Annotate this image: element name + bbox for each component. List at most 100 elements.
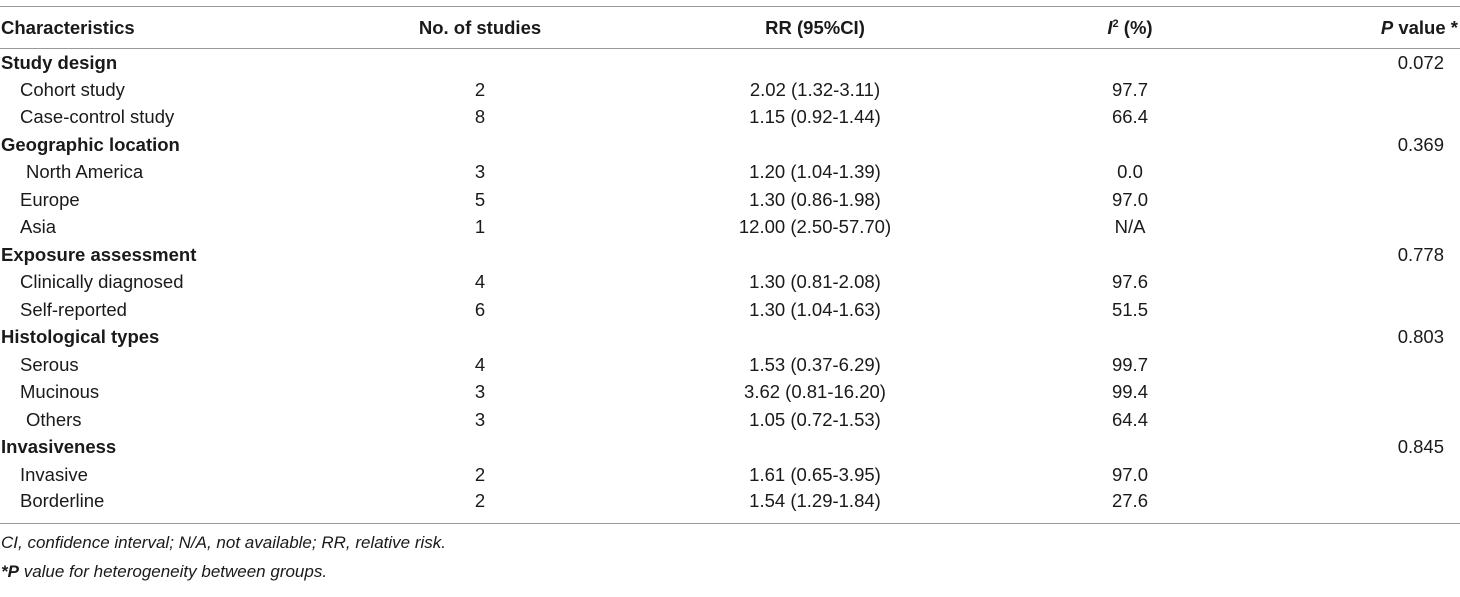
subgroup-label: Case-control study	[20, 106, 175, 128]
header-p-letter: P	[1380, 16, 1394, 38]
cell-rr: 1.53 (0.37-6.29)	[749, 353, 881, 375]
cell-i2: 27.6	[1111, 490, 1148, 512]
header-i2: I2 (%)	[1000, 6, 1260, 49]
subgroup-label: Asia	[20, 216, 56, 238]
cell-rr: 1.30 (0.86-1.98)	[749, 188, 881, 210]
cell-i2: 99.7	[1111, 353, 1148, 375]
table-row: Invasive 2 1.61 (0.65-3.95) 97.0	[0, 461, 1460, 489]
cell-studies	[330, 241, 630, 269]
cell-p-value	[1260, 76, 1460, 104]
cell-rr	[630, 434, 1000, 462]
table-row: Invasiveness 0.845	[0, 434, 1460, 462]
table-row: Others 3 1.05 (0.72-1.53) 64.4	[0, 406, 1460, 434]
cell-studies: 8	[474, 106, 486, 128]
subgroup-label: Serous	[20, 353, 79, 375]
cell-studies: 3	[474, 381, 486, 403]
cell-i2	[1000, 434, 1260, 462]
cell-p-value	[1260, 379, 1460, 407]
cell-studies: 3	[474, 408, 486, 430]
table-bottom-rule	[0, 523, 1460, 524]
table-row: Clinically diagnosed 4 1.30 (0.81-2.08) …	[0, 269, 1460, 297]
cell-p-value	[1260, 214, 1460, 242]
table-row: North America 3 1.20 (1.04-1.39) 0.0	[0, 159, 1460, 187]
cell-rr: 1.61 (0.65-3.95)	[749, 463, 881, 485]
cell-i2: 99.4	[1111, 381, 1148, 403]
cell-rr: 2.02 (1.32-3.11)	[749, 78, 881, 100]
cell-i2	[1000, 241, 1260, 269]
header-i2-letter: I	[1107, 16, 1113, 38]
table-row: Mucinous 3 3.62 (0.81-16.20) 99.4	[0, 379, 1460, 407]
cell-p-value	[1260, 104, 1460, 132]
table-row: Exposure assessment 0.778	[0, 241, 1460, 269]
subgroup-analysis-table-container: Characteristics No. of studies RR (95%CI…	[0, 6, 1460, 586]
cell-i2: 97.7	[1111, 78, 1148, 100]
group-label: Geographic location	[1, 133, 180, 155]
cell-studies: 1	[474, 216, 486, 238]
cell-p-value	[1260, 159, 1460, 187]
cell-p-value	[1260, 461, 1460, 489]
cell-i2: N/A	[1114, 216, 1146, 238]
table-row: Serous 4 1.53 (0.37-6.29) 99.7	[0, 351, 1460, 379]
header-characteristics: Characteristics	[0, 6, 330, 49]
group-label: Exposure assessment	[1, 243, 197, 265]
table-row: Study design 0.072	[0, 49, 1460, 77]
cell-p-value: 0.803	[1397, 326, 1444, 348]
cell-studies: 6	[474, 298, 486, 320]
table-row: Cohort study 2 2.02 (1.32-3.11) 97.7	[0, 76, 1460, 104]
subgroup-label: Self-reported	[20, 298, 127, 320]
cell-rr	[630, 49, 1000, 77]
header-rr: RR (95%CI)	[630, 6, 1000, 49]
header-i2-superscript: 2	[1112, 17, 1119, 30]
cell-studies	[330, 324, 630, 352]
table-body: Study design 0.072 Cohort study 2 2.02 (…	[0, 49, 1460, 517]
cell-i2: 66.4	[1111, 106, 1148, 128]
cell-p-value	[1260, 406, 1460, 434]
cell-studies: 3	[474, 161, 486, 183]
header-p-value: P value *	[1260, 6, 1460, 49]
cell-rr: 1.54 (1.29-1.84)	[749, 490, 881, 512]
header-p-rest: value *	[1393, 16, 1458, 38]
cell-rr: 1.20 (1.04-1.39)	[749, 161, 881, 183]
cell-rr: 1.30 (1.04-1.63)	[749, 298, 881, 320]
subgroup-label: Mucinous	[20, 381, 100, 403]
table-row: Europe 5 1.30 (0.86-1.98) 97.0	[0, 186, 1460, 214]
cell-p-value: 0.072	[1397, 51, 1444, 73]
table-row: Case-control study 8 1.15 (0.92-1.44) 66…	[0, 104, 1460, 132]
cell-studies: 4	[474, 271, 486, 293]
cell-p-value	[1260, 296, 1460, 324]
cell-p-value	[1260, 489, 1460, 517]
cell-studies: 4	[474, 353, 486, 375]
cell-studies: 2	[474, 463, 486, 485]
cell-i2: 97.0	[1111, 463, 1148, 485]
cell-studies	[330, 49, 630, 77]
subgroup-label: Borderline	[20, 490, 105, 512]
p-value-footnote: *P value for heterogeneity between group…	[1, 557, 1460, 586]
cell-studies: 2	[474, 490, 486, 512]
table-header: Characteristics No. of studies RR (95%CI…	[0, 6, 1460, 49]
header-i2-unit: (%)	[1118, 16, 1153, 38]
cell-studies: 2	[474, 78, 486, 100]
subgroup-label: Europe	[20, 188, 80, 210]
cell-studies: 5	[474, 188, 486, 210]
cell-rr: 3.62 (0.81-16.20)	[744, 381, 886, 403]
group-label: Histological types	[1, 326, 160, 348]
cell-p-value	[1260, 269, 1460, 297]
subgroup-label: Invasive	[20, 463, 88, 485]
table-row: Self-reported 6 1.30 (1.04-1.63) 51.5	[0, 296, 1460, 324]
subgroup-label: North America	[26, 161, 144, 183]
cell-studies	[330, 131, 630, 159]
table-footnotes: CI, confidence interval; N/A, not availa…	[0, 528, 1460, 586]
table-row: Histological types 0.803	[0, 324, 1460, 352]
p-value-footnote-text: value for heterogeneity between groups.	[18, 562, 328, 581]
table-row: Asia 1 12.00 (2.50-57.70) N/A	[0, 214, 1460, 242]
cell-i2: 64.4	[1111, 408, 1148, 430]
header-row: Characteristics No. of studies RR (95%CI…	[0, 6, 1460, 49]
subgroup-label: Clinically diagnosed	[20, 271, 184, 293]
cell-rr	[630, 241, 1000, 269]
table-row: Geographic location 0.369	[0, 131, 1460, 159]
cell-p-value: 0.369	[1397, 133, 1444, 155]
abbreviations-footnote: CI, confidence interval; N/A, not availa…	[1, 533, 447, 552]
cell-i2	[1000, 131, 1260, 159]
cell-i2: 0.0	[1117, 161, 1143, 183]
cell-rr: 1.30 (0.81-2.08)	[749, 271, 881, 293]
